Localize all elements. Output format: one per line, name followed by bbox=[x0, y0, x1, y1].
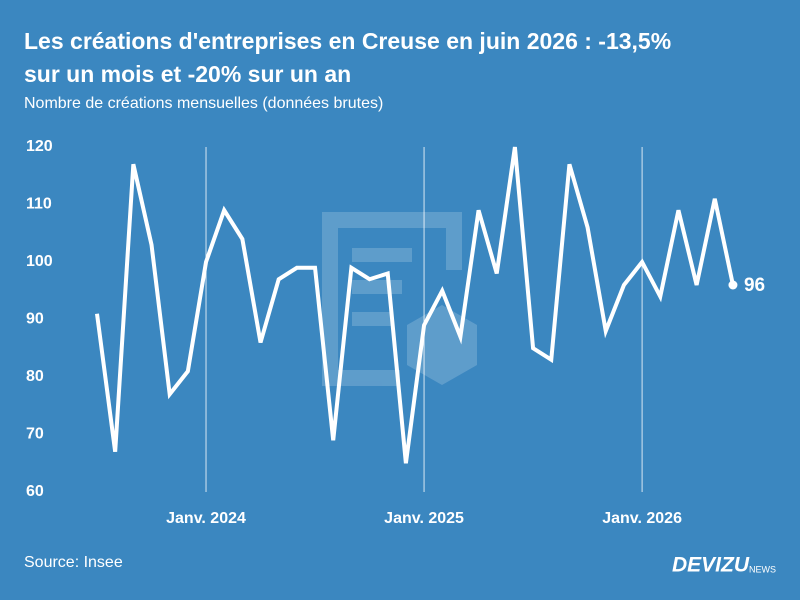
y-tick-label: 80 bbox=[26, 368, 44, 385]
line bbox=[95, 146, 735, 464]
x-tick-label: Janv. 2026 bbox=[602, 510, 682, 527]
y-tick-label: 70 bbox=[26, 426, 44, 443]
y-tick-label: 110 bbox=[26, 196, 52, 213]
chart-title: Les créations d'entreprises en Creuse en… bbox=[24, 28, 671, 54]
y-tick-label: 60 bbox=[26, 483, 44, 500]
chart-subtitle: Nombre de créations mensuelles (données … bbox=[24, 95, 383, 112]
x-tick-label: Janv. 2025 bbox=[384, 510, 464, 527]
brand-suffix: NEWS bbox=[749, 564, 776, 574]
y-tick-label: 100 bbox=[26, 253, 53, 270]
value-label: 96 bbox=[744, 275, 765, 296]
x-tick-label: Janv. 2024 bbox=[166, 510, 246, 527]
brand: DEVIZU bbox=[672, 554, 750, 577]
source: Source: Insee bbox=[24, 554, 123, 571]
chart-title: sur un mois et -20% sur un an bbox=[24, 61, 351, 87]
y-tick-label: 120 bbox=[26, 138, 53, 155]
last-point bbox=[728, 280, 738, 290]
y-tick-label: 90 bbox=[26, 311, 44, 328]
